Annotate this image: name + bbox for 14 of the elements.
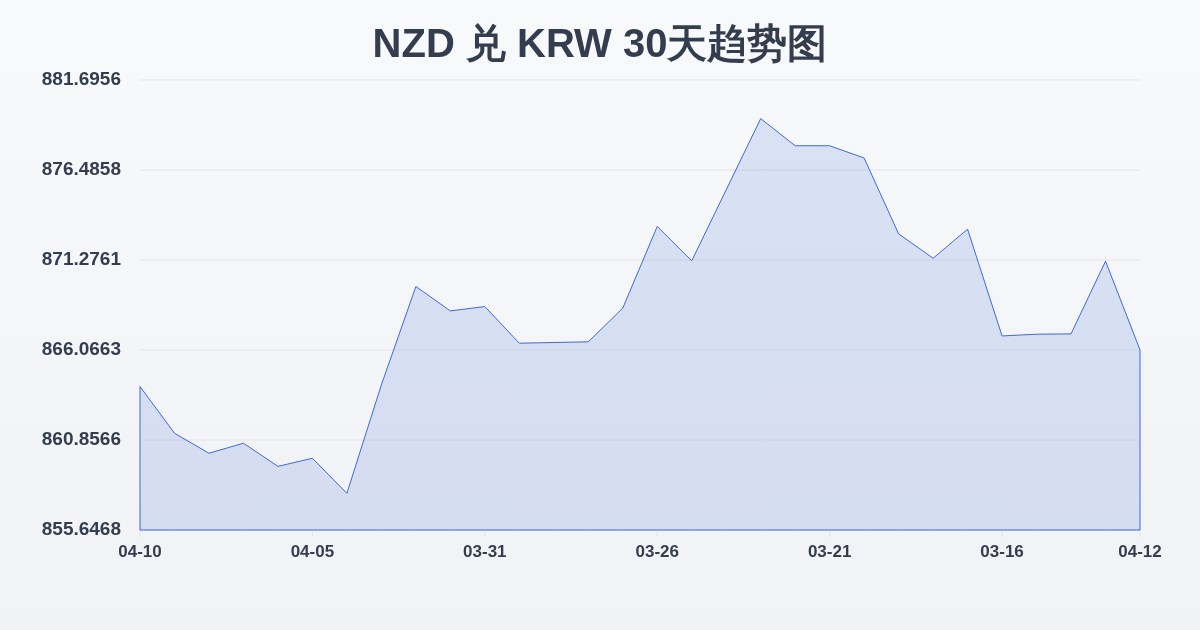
- x-tick-label: 04-05: [290, 542, 335, 562]
- x-tick-label: 03-16: [980, 542, 1024, 562]
- x-tick-label: 03-31: [463, 542, 507, 562]
- x-tick-label: 03-26: [635, 542, 679, 562]
- y-tick-label: 876.4858: [41, 158, 121, 180]
- x-tick-label: 03-21: [807, 542, 852, 562]
- y-tick-label: 855.6468: [41, 518, 121, 540]
- x-tick-label: 04-12: [1118, 542, 1162, 562]
- y-tick-label: 881.6956: [41, 68, 121, 90]
- chart-title: NZD 兑 KRW 30天趋势图: [372, 20, 828, 65]
- x-tick-label: 04-10: [118, 542, 162, 562]
- y-tick-label: 860.8566: [41, 428, 121, 450]
- y-tick-label: 866.0663: [41, 338, 121, 360]
- y-tick-label: 871.2761: [41, 248, 122, 270]
